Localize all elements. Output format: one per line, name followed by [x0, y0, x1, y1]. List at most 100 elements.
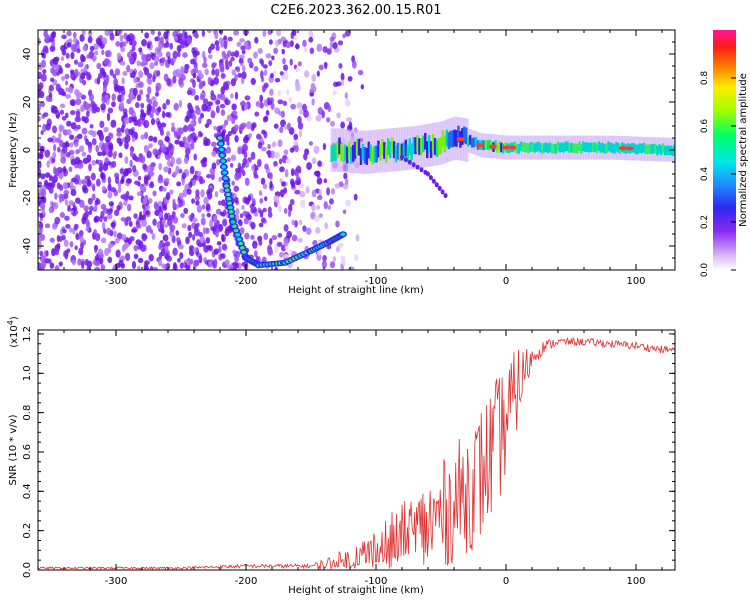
ridge-core — [402, 142, 406, 159]
noise-speckle — [120, 46, 126, 53]
noise-speckle — [169, 225, 175, 233]
noise-speckle — [291, 234, 298, 242]
noise-speckle — [125, 190, 130, 199]
noise-speckle — [99, 257, 104, 265]
noise-speckle — [177, 244, 184, 250]
noise-speckle — [201, 204, 206, 210]
noise-speckle — [278, 158, 283, 165]
noise-speckle — [216, 241, 222, 246]
noise-speckle — [70, 189, 77, 197]
noise-speckle — [329, 36, 335, 42]
colorbar-tick-label: 0.4 — [700, 167, 710, 182]
noise-speckle — [263, 232, 269, 241]
ridge-core — [519, 141, 523, 152]
ridge-core — [340, 144, 343, 161]
noise-speckle — [226, 141, 230, 146]
noise-speckle — [350, 136, 355, 145]
ridge-core — [350, 146, 353, 164]
colorbar-gradient — [713, 30, 736, 270]
noise-speckle — [208, 219, 214, 228]
noise-speckle — [157, 139, 164, 146]
noise-speckle — [156, 70, 161, 77]
noise-speckle — [88, 50, 95, 59]
noise-speckle — [48, 175, 54, 182]
noise-speckle — [173, 131, 179, 137]
noise-speckle — [344, 178, 349, 186]
noise-speckle — [71, 259, 76, 266]
noise-speckle — [230, 93, 234, 99]
noise-speckle — [243, 151, 248, 159]
low-branch-core — [228, 210, 234, 214]
ridge-core — [613, 144, 616, 154]
noise-speckle — [113, 84, 120, 90]
noise-speckle — [152, 74, 156, 83]
noise-speckle — [334, 183, 340, 189]
noise-speckle — [157, 148, 162, 156]
noise-speckle — [240, 122, 247, 129]
noise-speckle — [116, 52, 122, 60]
noise-speckle — [180, 213, 185, 218]
ridge-core — [428, 135, 431, 152]
noise-speckle — [294, 80, 300, 89]
noise-speckle — [219, 211, 224, 216]
noise-speckle — [188, 214, 192, 221]
noise-speckle — [210, 43, 215, 51]
noise-speckle — [86, 218, 90, 227]
noise-speckle — [183, 67, 189, 74]
noise-speckle — [80, 260, 85, 270]
noise-speckle — [240, 45, 246, 51]
noise-speckle — [131, 45, 136, 52]
noise-speckle — [134, 180, 140, 185]
ridge-core — [447, 132, 450, 150]
noise-speckle — [79, 34, 85, 42]
noise-speckle — [184, 116, 190, 123]
noise-speckle — [95, 106, 101, 113]
noise-speckle — [191, 233, 196, 241]
noise-speckle — [279, 166, 285, 173]
noise-speckle — [206, 191, 213, 200]
noise-speckle — [120, 176, 125, 183]
noise-speckle — [48, 207, 53, 214]
noise-speckle — [148, 135, 154, 142]
ridge-core — [589, 142, 593, 153]
noise-speckle — [144, 32, 150, 39]
noise-speckle — [58, 261, 63, 267]
noise-speckle — [260, 177, 266, 185]
ridge-core — [379, 143, 382, 161]
noise-speckle — [186, 89, 193, 96]
noise-speckle — [76, 124, 81, 130]
noise-speckle — [182, 52, 188, 58]
noise-speckle — [66, 129, 72, 136]
noise-speckle — [335, 245, 341, 253]
noise-speckle — [55, 83, 61, 92]
noise-speckle — [40, 130, 44, 136]
ridge-core — [344, 144, 347, 162]
ridge-core — [552, 143, 556, 154]
noise-speckle — [247, 57, 253, 64]
noise-speckle — [182, 189, 188, 198]
low-branch-core — [222, 170, 228, 175]
noise-speckle — [200, 217, 206, 226]
noise-speckle — [42, 69, 47, 74]
noise-speckle — [332, 41, 338, 50]
noise-speckle — [264, 196, 268, 202]
noise-speckle — [54, 265, 60, 270]
noise-speckle — [167, 217, 173, 227]
noise-speckle — [291, 30, 297, 36]
noise-speckle — [250, 77, 256, 86]
noise-speckle — [143, 176, 149, 185]
ridge-core — [392, 141, 396, 159]
noise-speckle — [178, 127, 184, 135]
noise-speckle — [226, 157, 231, 162]
noise-speckle — [154, 47, 159, 55]
noise-speckle — [50, 77, 55, 83]
noise-speckle — [38, 262, 42, 270]
noise-speckle — [244, 95, 251, 101]
noise-speckle — [103, 126, 109, 133]
noise-speckle — [58, 235, 63, 242]
noise-speckle — [211, 150, 217, 157]
noise-speckle — [61, 34, 67, 40]
ridge-core — [531, 142, 534, 152]
noise-speckle — [152, 100, 158, 108]
snr-plot-area — [38, 330, 675, 570]
